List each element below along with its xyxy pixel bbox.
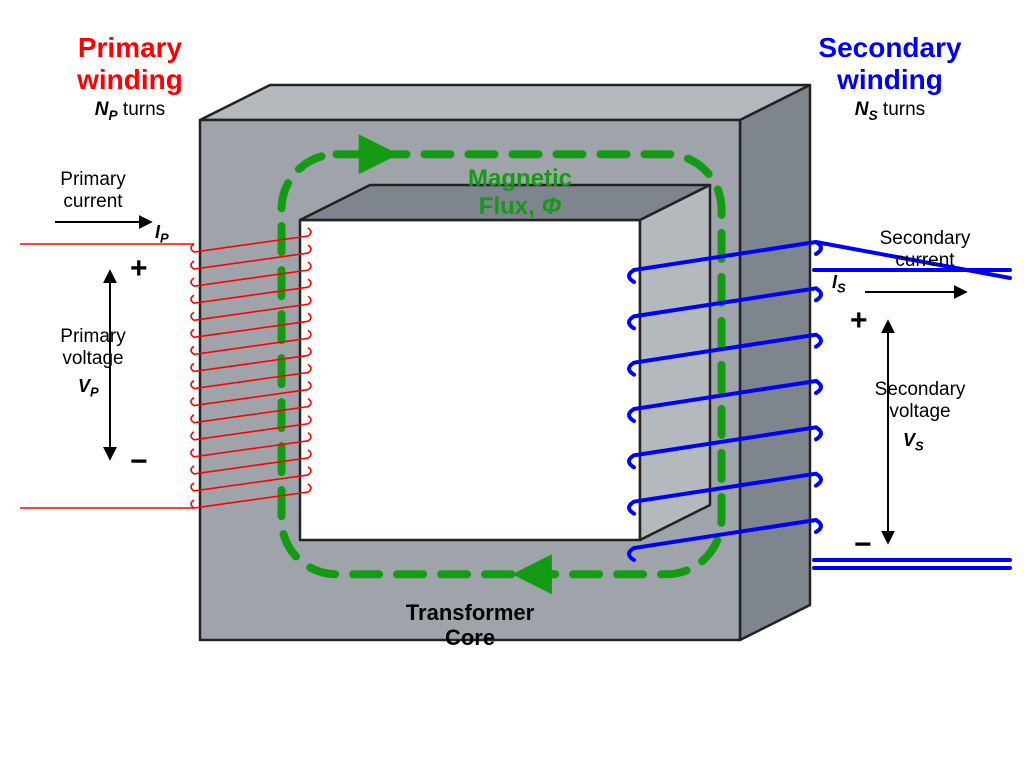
- vp-label: VP: [78, 376, 99, 400]
- secondary-plus: +: [850, 304, 868, 339]
- secondary-winding-title: Secondary winding: [770, 32, 1010, 96]
- secondary-current-label: Secondary current: [860, 228, 990, 272]
- ns-turns-label: NS turns: [815, 99, 965, 124]
- primary-plus: +: [130, 252, 148, 287]
- primary-voltage-label: Primary voltage: [38, 326, 148, 370]
- primary-winding-title: Primary winding: [30, 32, 230, 96]
- np-turns-label: NP turns: [55, 99, 205, 124]
- transformer-core-label: Transformer Core: [355, 600, 585, 651]
- ip-label: IP: [155, 222, 169, 246]
- primary-minus: −: [130, 445, 148, 480]
- is-label: IS: [832, 272, 846, 296]
- vs-label: VS: [903, 430, 924, 454]
- magnetic-flux-label: Magnetic Flux, Φ: [410, 165, 630, 220]
- secondary-voltage-label: Secondary voltage: [850, 379, 990, 423]
- primary-current-label: Primary current: [38, 169, 148, 213]
- secondary-minus: −: [854, 528, 872, 563]
